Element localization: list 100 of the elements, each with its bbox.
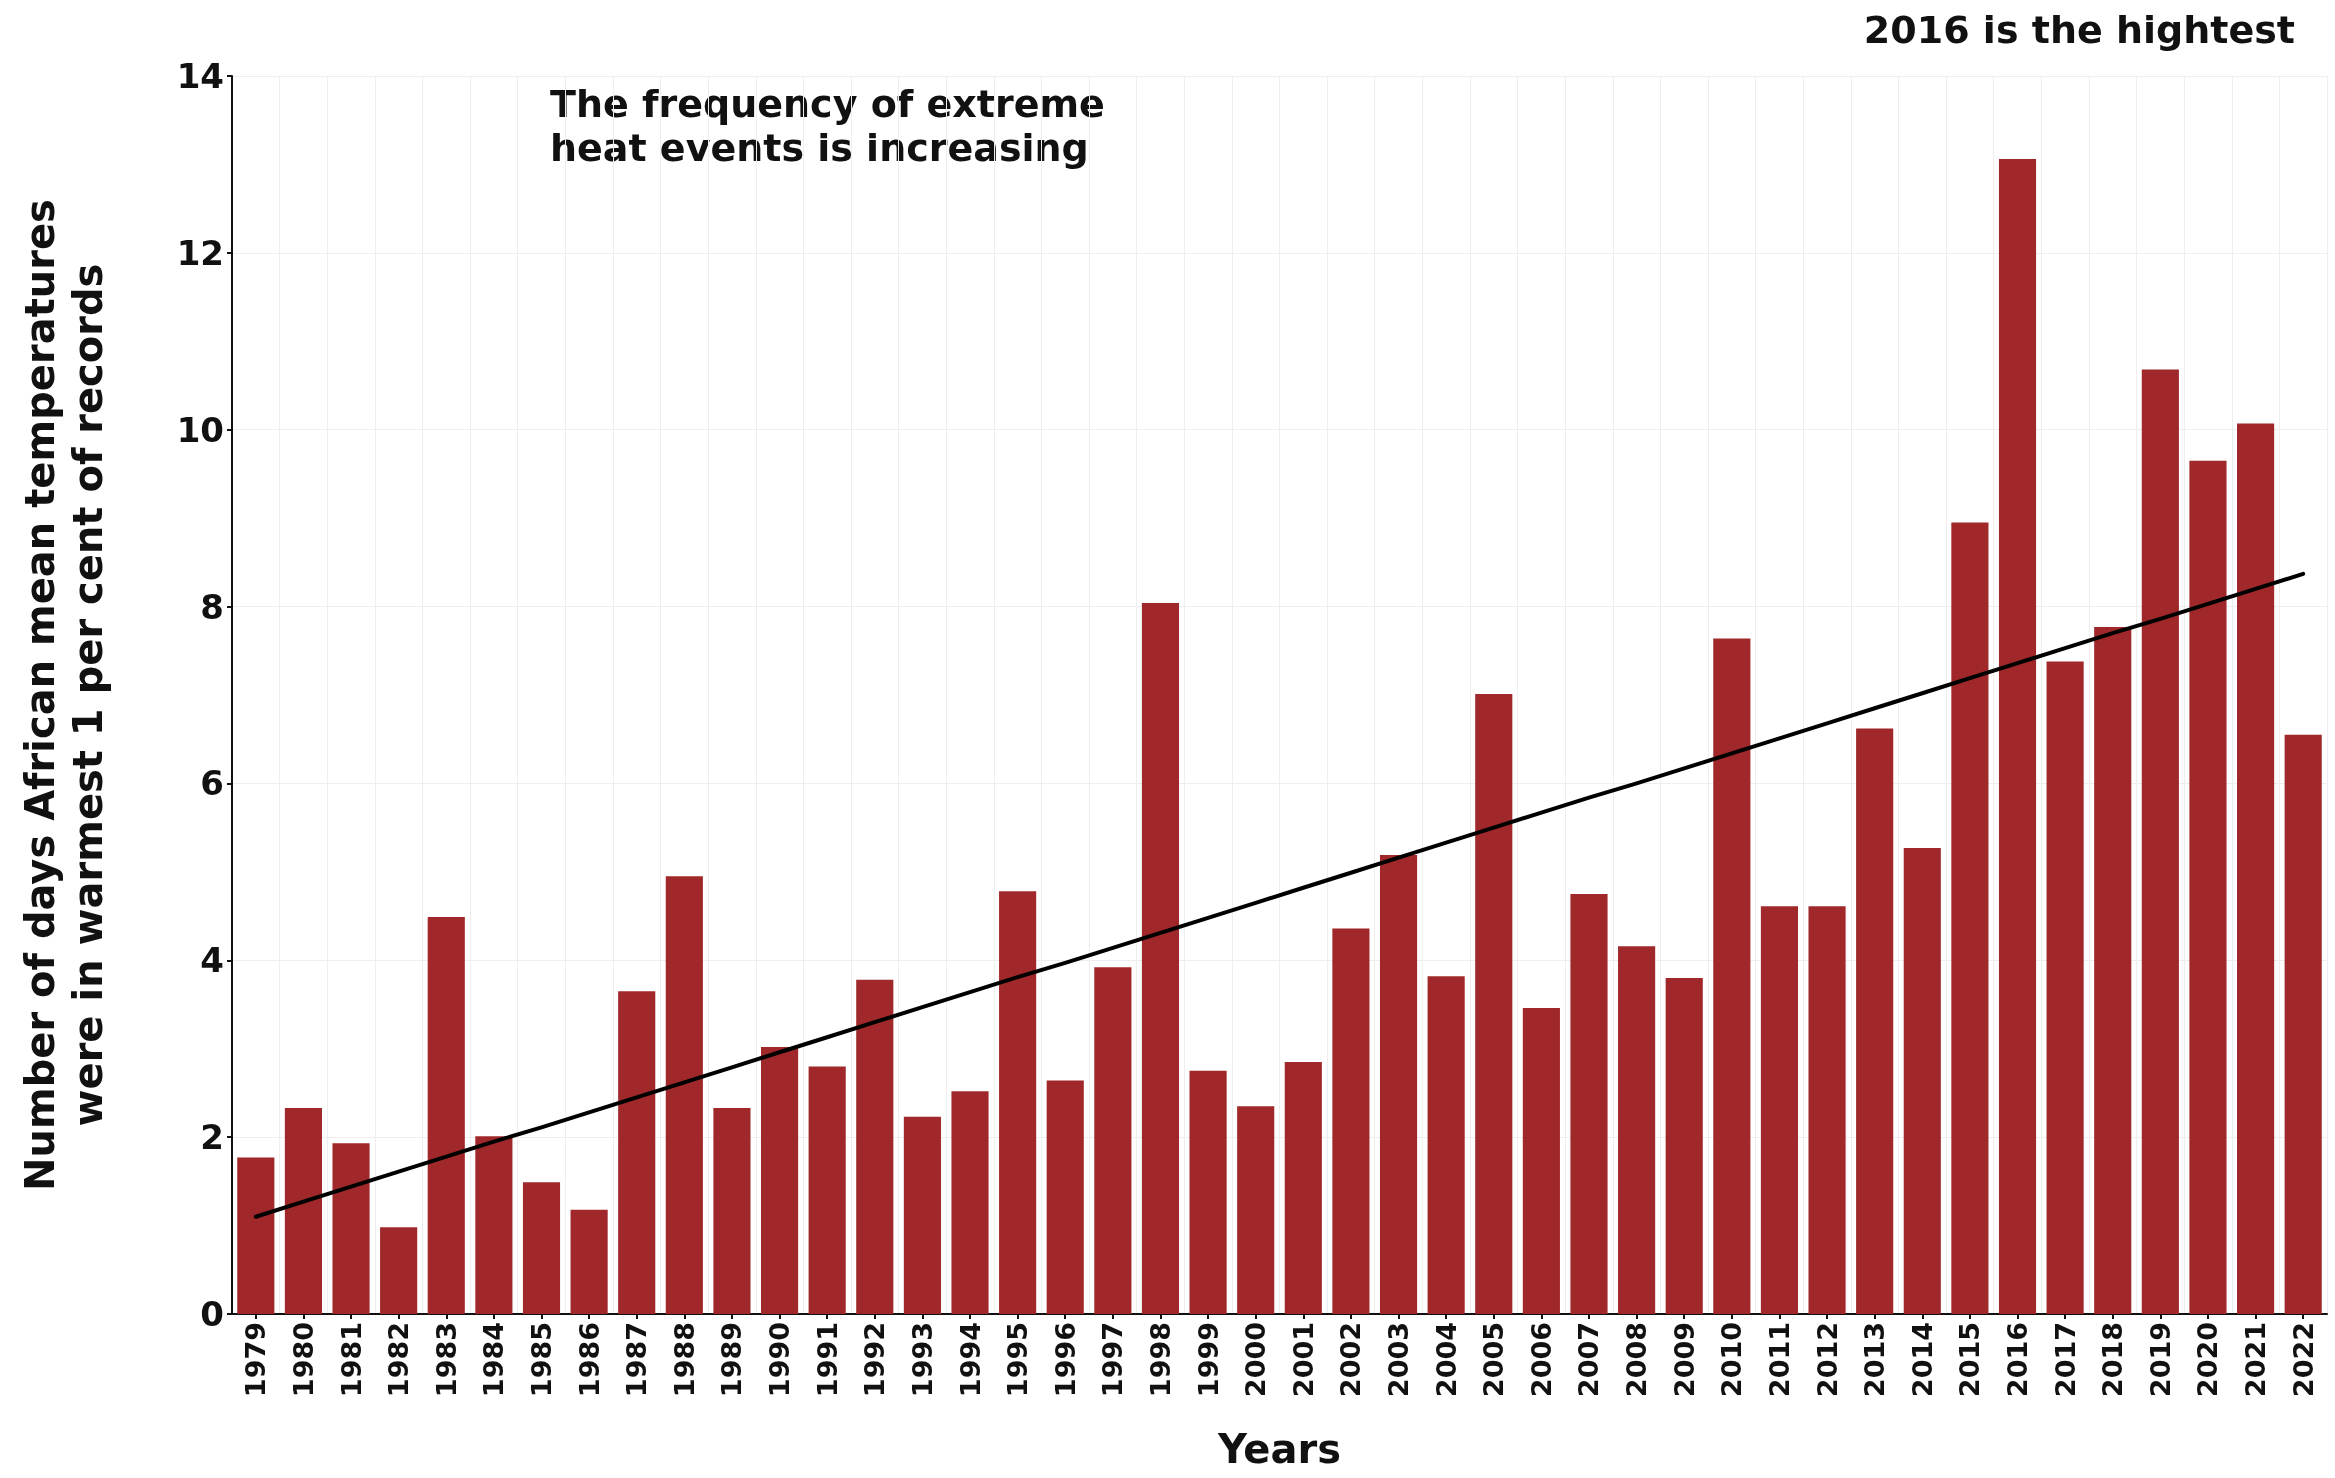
x-tick-label: 1996: [1049, 1322, 1081, 1398]
x-tick-label: 2010: [1716, 1322, 1748, 1398]
y-tick-label: 4: [200, 940, 224, 981]
bar: [522, 1182, 561, 1314]
bar: [1618, 946, 1656, 1314]
x-tick-label: 2019: [2144, 1322, 2176, 1398]
x-tick-label: 1990: [764, 1322, 796, 1398]
x-tick-label: 2020: [2192, 1322, 2224, 1398]
bar: [1046, 1080, 1084, 1314]
y-tick-label: 6: [200, 763, 224, 804]
x-tick-label: 1994: [954, 1322, 986, 1398]
x-tick-label: 1981: [335, 1322, 367, 1398]
y-tick-label: 8: [200, 586, 224, 627]
bar: [1427, 976, 1465, 1314]
bar: [1903, 847, 1941, 1314]
bar: [713, 1107, 751, 1314]
x-tick-label: 2008: [1621, 1322, 1653, 1398]
bar: [1856, 728, 1894, 1314]
bar: [2237, 423, 2275, 1314]
x-tick-label: 1983: [430, 1322, 462, 1398]
x-tick-label: 1982: [383, 1322, 415, 1398]
bar: [1522, 1008, 1560, 1314]
bar: [570, 1209, 608, 1314]
bar: [1189, 1070, 1227, 1314]
bar: [1237, 1106, 1275, 1314]
bar: [2284, 734, 2322, 1314]
x-tick-label: 1992: [859, 1322, 891, 1398]
bar: [237, 1157, 275, 1314]
bar: [1760, 906, 1799, 1314]
line-series: [253, 571, 2306, 1219]
annotation: The frequency of extreme heat events is increasing: [550, 82, 1105, 170]
bar: [760, 1046, 799, 1314]
x-tick-label: 2021: [2240, 1322, 2272, 1398]
bar: [1379, 855, 1418, 1314]
bar: [1141, 603, 1180, 1314]
y-tick-label: 12: [176, 232, 224, 273]
bar: [1808, 906, 1846, 1314]
x-tick-label: 2015: [1954, 1322, 1986, 1398]
x-tick-label: 2003: [1383, 1322, 1415, 1398]
x-tick-label: 2001: [1287, 1322, 1319, 1398]
x-tick-label: 2006: [1525, 1322, 1557, 1398]
y-axis-title: Number of days African mean temperatures were in warmest 1 per cent of records: [17, 199, 111, 1191]
y-tick-label: 0: [200, 1294, 224, 1334]
bar: [618, 991, 656, 1314]
bar: [1713, 638, 1751, 1314]
x-tick-label: 2013: [1859, 1322, 1891, 1398]
bar: [1332, 928, 1370, 1314]
bar: [332, 1143, 370, 1314]
x-tick-label: 1985: [525, 1322, 557, 1398]
bar: [856, 979, 894, 1314]
x-tick-label: 2011: [1763, 1322, 1795, 1398]
x-tick-label: 2012: [1811, 1322, 1843, 1398]
x-tick-label: 1987: [621, 1322, 653, 1398]
x-tick-label: 1999: [1192, 1322, 1224, 1398]
bar: [475, 1136, 513, 1314]
x-tick-label: 1980: [287, 1322, 319, 1398]
x-tick-label: 1989: [716, 1322, 748, 1398]
bar: [665, 876, 703, 1314]
bar: [951, 1091, 989, 1314]
text: 2016 is the hightest: [1863, 8, 2295, 52]
bar: [284, 1107, 322, 1314]
x-tick-label: 2002: [1335, 1322, 1367, 1398]
bar: [999, 891, 1037, 1314]
x-tick-label: 2017: [2049, 1322, 2081, 1398]
x-tick-label: 2018: [2097, 1322, 2129, 1398]
bar: [1665, 977, 1703, 1314]
bar: [380, 1227, 418, 1314]
x-tick-label: 2014: [1906, 1322, 1938, 1398]
x-tick-label: 2007: [1573, 1322, 1605, 1398]
y-tick-label: 14: [176, 56, 224, 96]
x-tick-label: 1986: [573, 1322, 605, 1398]
x-axis-title: Years: [1217, 1426, 1341, 1472]
bar: [1284, 1061, 1322, 1314]
bar: [2094, 626, 2132, 1314]
bar: [2189, 460, 2227, 1314]
x-tick-label: 1979: [240, 1322, 272, 1398]
bar: [2046, 661, 2084, 1314]
x-tick-label: 1988: [668, 1322, 700, 1398]
x-tick-label: 1991: [811, 1322, 843, 1398]
x-tick-label: 1998: [1144, 1322, 1176, 1398]
x-tick-label: 2000: [1240, 1322, 1272, 1398]
bar: [1998, 159, 2037, 1314]
x-tick-label: 1984: [478, 1322, 510, 1398]
x-tick-label: 2009: [1668, 1322, 1700, 1398]
y-tick-label: 10: [176, 409, 224, 450]
bar: [1475, 694, 1513, 1314]
bar: [2141, 369, 2179, 1314]
bar: [1570, 893, 1608, 1314]
x-tick-label: 2004: [1430, 1322, 1462, 1398]
x-tick-label: 2005: [1478, 1322, 1510, 1398]
bar: [1094, 967, 1132, 1314]
x-tick-label: 1997: [1097, 1322, 1129, 1398]
y-tick-label: 2: [200, 1117, 224, 1158]
x-tick-label: 1995: [1002, 1322, 1034, 1398]
bar: [903, 1116, 941, 1314]
bar: [1951, 522, 1989, 1314]
x-tick-label: 1993: [906, 1322, 938, 1398]
bar: [427, 916, 465, 1314]
x-tick-label: 2022: [2287, 1322, 2319, 1398]
bar: [808, 1066, 846, 1314]
